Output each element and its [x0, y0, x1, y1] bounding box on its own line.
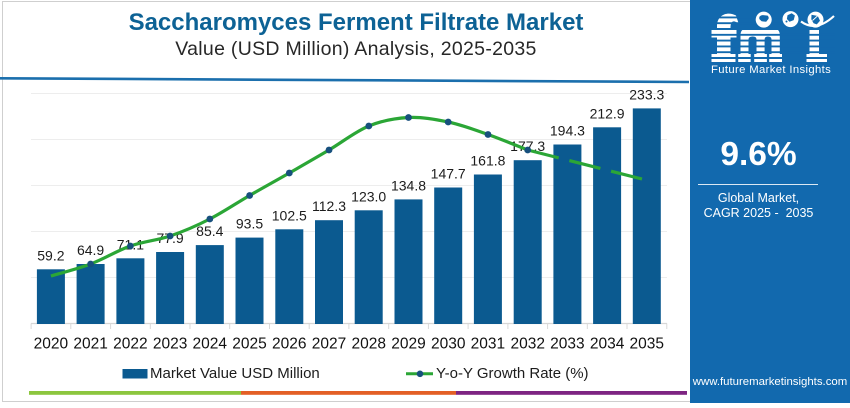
svg-text:123.0: 123.0	[351, 188, 386, 204]
svg-text:2026: 2026	[272, 336, 306, 353]
svg-text:2032: 2032	[510, 336, 544, 353]
svg-text:147.7: 147.7	[431, 166, 466, 182]
svg-text:2027: 2027	[312, 336, 346, 353]
svg-text:2025: 2025	[232, 336, 266, 353]
svg-text:2021: 2021	[73, 336, 107, 353]
svg-text:Market Value USD Million: Market Value USD Million	[150, 365, 320, 382]
svg-text:102.5: 102.5	[272, 207, 307, 223]
svg-text:93.5: 93.5	[236, 216, 263, 232]
svg-text:194.3: 194.3	[550, 123, 585, 139]
svg-text:2023: 2023	[153, 336, 187, 353]
svg-text:177.3: 177.3	[510, 138, 545, 154]
svg-text:85.4: 85.4	[196, 223, 223, 239]
svg-text:2024: 2024	[193, 336, 228, 353]
svg-text:112.3: 112.3	[312, 198, 346, 214]
svg-text:2022: 2022	[113, 336, 147, 353]
svg-text:Y-o-Y Growth Rate (%): Y-o-Y Growth Rate (%)	[436, 365, 589, 382]
svg-text:2020: 2020	[34, 336, 69, 353]
svg-text:Future Market Insights: Future Market Insights	[711, 64, 831, 76]
svg-text:2034: 2034	[590, 336, 625, 353]
svg-text:2029: 2029	[391, 336, 425, 353]
svg-text:161.8: 161.8	[470, 153, 505, 169]
svg-text:134.8: 134.8	[391, 177, 426, 193]
svg-text:2031: 2031	[471, 336, 505, 353]
svg-text:2030: 2030	[431, 336, 466, 353]
svg-text:2028: 2028	[351, 336, 385, 353]
svg-text:59.2: 59.2	[37, 247, 64, 263]
svg-text:2035: 2035	[630, 336, 664, 353]
svg-text:2033: 2033	[550, 336, 584, 353]
svg-text:212.9: 212.9	[590, 105, 625, 121]
svg-text:233.3: 233.3	[629, 86, 664, 102]
svg-text:64.9: 64.9	[77, 242, 104, 258]
